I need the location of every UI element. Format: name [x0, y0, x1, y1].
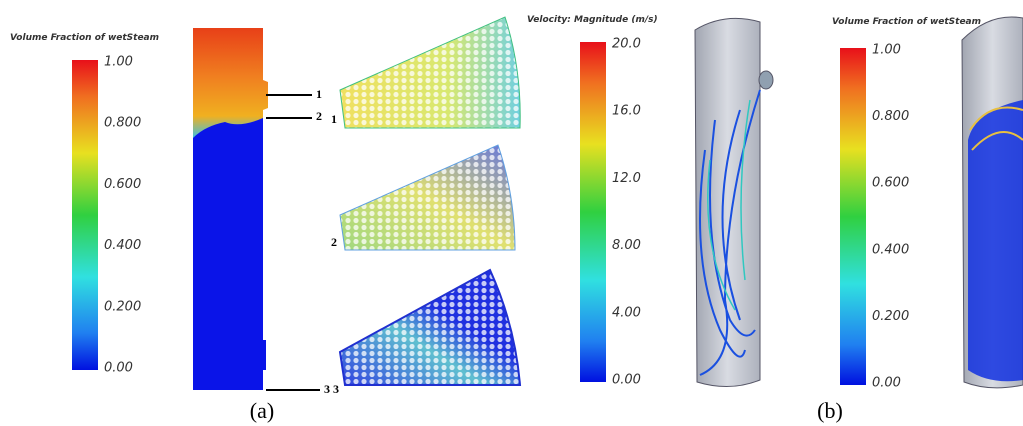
section-label: 2	[316, 109, 322, 123]
colorbar-tick-label: 0.00	[872, 376, 901, 391]
colorbar-tick-label: 16.0	[612, 104, 641, 119]
colorbar-tick-label: 0.200	[872, 309, 909, 324]
colorbar-tick-label: 0.600	[104, 177, 141, 192]
colorbar	[580, 42, 606, 382]
velocity-streamlines-view	[694, 17, 774, 388]
colorbar-tick-label: 1.00	[872, 43, 901, 58]
colorbar-tick-label: 20.0	[612, 37, 641, 52]
panel-label: (a)	[250, 398, 274, 423]
colorbar-tick-label: 12.0	[612, 171, 641, 186]
colorbar	[72, 60, 98, 370]
colorbar-tick-label: 0.800	[104, 116, 141, 131]
colorbar-tick-label: 0.00	[612, 373, 641, 388]
colorbar-title: Velocity: Magnitude (m/s)	[527, 15, 658, 25]
column-outlet	[262, 340, 266, 370]
colorbar-tick-label: 0.400	[872, 242, 909, 257]
sector-3	[338, 268, 522, 386]
section-label: 2	[331, 235, 337, 249]
section-label: 1	[316, 87, 322, 101]
colorbar-title: Volume Fraction of wetSteam	[832, 17, 981, 27]
colorbar-tick-label: 0.600	[872, 176, 909, 191]
colorbar-title: Volume Fraction of wetSteam	[10, 33, 159, 43]
sector-1	[339, 16, 521, 129]
colorbar-tick-label: 8.00	[612, 238, 641, 253]
colorbar-tick-label: 0.00	[104, 361, 133, 376]
colorbar	[840, 48, 866, 385]
panel-label: (b)	[817, 398, 843, 423]
column-steam-region	[193, 28, 268, 138]
section-label: 3	[333, 382, 339, 396]
colorbar-tick-label: 0.200	[104, 299, 141, 314]
colorbar-tick-label: 0.800	[872, 109, 909, 124]
colorbar-tick-label: 0.400	[104, 238, 141, 253]
colorbar-tick-label: 1.00	[104, 55, 133, 70]
volume-fraction-view	[961, 16, 1023, 389]
colorbar-tick-label: 4.00	[612, 305, 641, 320]
section-label: 3	[324, 382, 330, 396]
sector-2	[339, 144, 516, 251]
section-label: 1	[331, 112, 337, 126]
